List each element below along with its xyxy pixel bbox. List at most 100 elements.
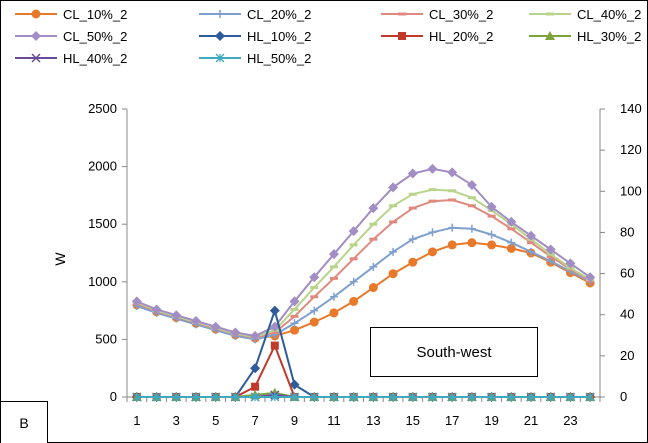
x-tick-label: 7 <box>251 413 258 428</box>
data-point <box>250 330 261 341</box>
legend-marker <box>31 53 41 63</box>
data-point <box>506 392 516 402</box>
data-point <box>565 258 576 269</box>
data-point <box>328 249 339 260</box>
x-tick-label: 17 <box>445 413 459 428</box>
legend-label: CL_50%_2 <box>63 29 127 44</box>
data-point <box>289 379 300 390</box>
legend-item: CL_40%_2 <box>529 7 641 22</box>
data-point <box>369 222 378 226</box>
x-tick-label: 1 <box>133 413 140 428</box>
x-tick-label: 23 <box>563 413 577 428</box>
data-point <box>132 392 142 402</box>
data-point <box>349 392 359 402</box>
data-point <box>545 244 556 255</box>
data-point <box>251 382 260 391</box>
region-annotation-text: South-west <box>416 343 492 361</box>
series-line <box>136 167 591 337</box>
x-tick-label: 11 <box>327 413 341 428</box>
x-tick-label: 19 <box>484 413 498 428</box>
data-point <box>349 277 358 286</box>
data-point <box>171 392 181 402</box>
panel-label: B <box>1 401 48 443</box>
data-point <box>507 238 516 247</box>
data-point <box>467 204 476 208</box>
data-point <box>369 237 378 241</box>
data-point <box>369 262 378 271</box>
data-point <box>408 192 417 196</box>
legend-marker <box>215 53 225 63</box>
legend-label: HL_40%_2 <box>63 51 127 66</box>
data-point <box>428 188 437 192</box>
data-point <box>269 321 280 332</box>
data-point <box>289 296 300 307</box>
y-tick-label: 1500 <box>88 216 117 231</box>
data-point <box>389 220 398 224</box>
y2-tick-label: 80 <box>620 224 634 239</box>
x-tick-label: 13 <box>366 413 380 428</box>
data-point <box>290 307 299 311</box>
legend-marker <box>398 32 406 40</box>
data-point <box>546 254 555 258</box>
legend-item: CL_20%_2 <box>199 7 311 22</box>
data-point <box>250 392 260 402</box>
data-point <box>309 272 320 283</box>
data-point <box>389 204 398 208</box>
x-tick-label: 3 <box>173 413 180 428</box>
legend-marker <box>545 31 555 40</box>
legend-label: HL_50%_2 <box>247 51 311 66</box>
y-tick-label: 0 <box>110 389 117 404</box>
x-tick-label: 15 <box>406 413 420 428</box>
legend-item: CL_30%_2 <box>381 7 493 22</box>
y2-tick-label: 0 <box>620 389 627 404</box>
series-CL_50%_2 <box>131 163 596 341</box>
data-point <box>565 392 575 402</box>
data-point <box>585 392 595 402</box>
legend-item: HL_40%_2 <box>15 51 127 66</box>
data-point <box>290 325 300 335</box>
data-point <box>427 163 438 174</box>
legend-marker <box>31 31 41 41</box>
data-point <box>329 392 339 402</box>
data-point <box>329 276 338 280</box>
data-point <box>486 201 497 212</box>
legend-marker <box>546 12 554 16</box>
data-point <box>427 247 437 257</box>
data-point <box>270 330 279 334</box>
data-point <box>448 189 457 193</box>
data-point <box>368 392 378 402</box>
data-point <box>526 392 536 402</box>
data-point <box>250 363 261 374</box>
data-point <box>290 314 299 318</box>
data-point <box>585 272 596 283</box>
data-point <box>467 392 477 402</box>
y2-tick-label: 60 <box>620 266 634 281</box>
series-HL_50%_2 <box>132 392 595 402</box>
data-point <box>467 224 476 233</box>
data-point <box>152 392 162 402</box>
data-point <box>270 341 279 350</box>
data-point <box>506 216 517 227</box>
legend-label: HL_30%_2 <box>577 29 641 44</box>
x-tick-label: 9 <box>291 413 298 428</box>
data-point <box>349 257 358 261</box>
data-point <box>507 227 516 231</box>
y-axis-label: W <box>52 252 68 266</box>
data-point <box>290 319 299 328</box>
series-layer <box>131 163 596 402</box>
data-point <box>408 392 418 402</box>
data-point <box>546 257 555 266</box>
data-point <box>389 247 398 256</box>
y2-tick-label: 100 <box>620 183 642 198</box>
data-point <box>309 317 319 327</box>
legend-item: HL_30%_2 <box>529 29 641 44</box>
legend: CL_10%_2 CL_20%_2 CL_30%_2 CL_40%_2 CL_50%_2… <box>15 7 641 66</box>
data-point <box>269 305 280 316</box>
data-point <box>131 296 142 307</box>
y-tick-label: 2500 <box>88 101 117 116</box>
data-point <box>388 269 398 279</box>
data-point <box>329 292 338 301</box>
